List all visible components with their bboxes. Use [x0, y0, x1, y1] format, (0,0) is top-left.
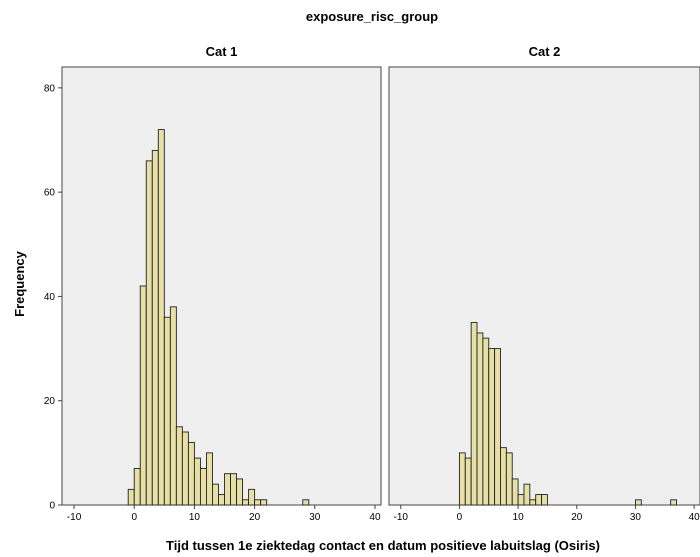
panel-1: Cat 1 -10 0 10 20 30 40 0 20 40 60 80: [44, 44, 382, 523]
histogram-bar: [248, 488, 256, 506]
histogram-bar: [494, 348, 501, 506]
histogram-bar: [230, 473, 237, 506]
y-tick-label: 60: [44, 188, 56, 199]
y-tick-label: 40: [44, 292, 56, 303]
histogram-bar: [482, 337, 490, 506]
histogram-bar: [260, 499, 268, 506]
histogram-bar: [523, 483, 531, 506]
histogram-bar: [145, 160, 153, 506]
histogram-bar: [535, 494, 543, 506]
histogram-bar: [133, 468, 141, 506]
histogram-bar: [199, 468, 207, 506]
x-tick-label: 10: [189, 512, 201, 523]
histogram-bar: [476, 332, 484, 506]
x-tick-label: 0: [457, 512, 463, 523]
histogram-bar: [206, 452, 213, 506]
histogram-bar: [302, 499, 310, 506]
histogram-bar: [169, 306, 177, 506]
x-tick-label: 40: [689, 512, 700, 523]
histogram-bar: [157, 129, 165, 506]
histogram-bar: [464, 457, 472, 506]
histogram-bar: [529, 499, 537, 506]
x-tick-label: 10: [513, 512, 525, 523]
x-tick-label: 40: [369, 512, 381, 523]
histogram-bar: [139, 285, 147, 506]
histogram-bar: [500, 447, 507, 506]
histogram-bar: [151, 149, 159, 506]
histogram-bar: [193, 457, 201, 506]
x-tick-label: 30: [309, 512, 321, 523]
y-tick-label: 80: [44, 83, 56, 94]
histogram-bar: [488, 348, 496, 506]
histogram-bar: [517, 494, 525, 506]
histogram-bar: [236, 478, 244, 506]
histogram-bar: [670, 499, 677, 506]
x-tick-label: 0: [131, 512, 137, 523]
histogram-bar: [224, 473, 231, 506]
panel-title: Cat 1: [206, 44, 238, 59]
panel-title: Cat 2: [529, 44, 561, 59]
panels: Cat 1 -10 0 10 20 30 40 0 20 40 60 80 Cat 2 -10 0 10 20 3…: [44, 44, 700, 523]
histogram-bar: [254, 499, 262, 506]
chart-title: exposure_risc_group: [306, 9, 438, 24]
y-tick-label: 20: [44, 396, 56, 407]
histogram-bar: [635, 499, 642, 506]
histogram-bar: [470, 322, 478, 506]
histogram-bar: [175, 426, 183, 506]
histogram-bar: [181, 431, 189, 506]
x-tick-label: 20: [249, 512, 261, 523]
histogram-bar: [163, 316, 171, 506]
histogram-bar: [212, 483, 219, 506]
histogram-bar: [511, 478, 519, 506]
panel-2: Cat 2 -10 0 10 20 30 40: [388, 44, 700, 523]
panel-background: [61, 66, 382, 506]
histogram-bar: [541, 494, 548, 506]
y-tick-label: 0: [49, 501, 55, 512]
histogram-bar: [127, 488, 135, 506]
histogram-bar: [218, 494, 225, 506]
y-axis-label: Frequency: [12, 250, 27, 317]
x-tick-label: 30: [630, 512, 642, 523]
histogram-bar: [242, 499, 250, 506]
panel-background: [388, 66, 700, 506]
x-tick-label: 20: [571, 512, 583, 523]
x-axis-label: Tijd tussen 1e ziektedag contact en datu…: [166, 538, 600, 553]
x-tick-label: -10: [67, 512, 82, 523]
x-tick-label: -10: [394, 512, 409, 523]
histogram-bar: [458, 452, 466, 506]
histogram-bar: [187, 441, 195, 506]
histogram-bar: [505, 452, 513, 506]
